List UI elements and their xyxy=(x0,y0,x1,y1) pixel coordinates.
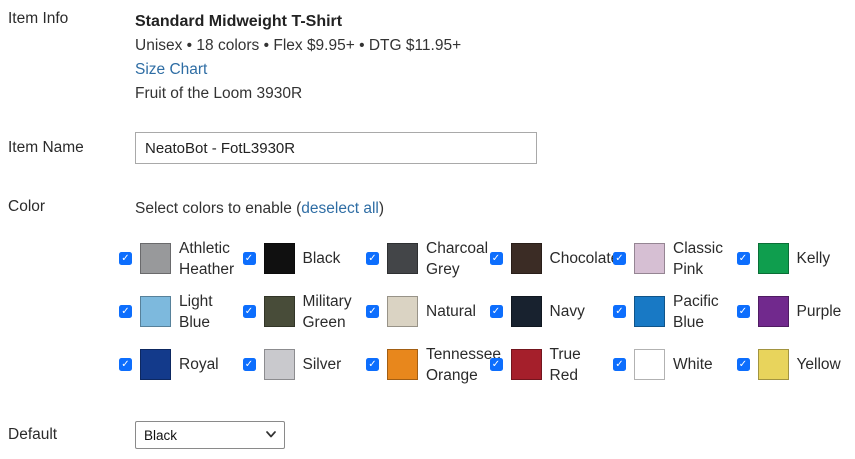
item-name-label: Item Name xyxy=(8,139,84,156)
color-label: Yellow xyxy=(796,356,841,373)
color-option: ✓ True Red xyxy=(489,344,614,386)
color-checkbox[interactable]: ✓ xyxy=(242,305,256,318)
color-swatch xyxy=(140,349,171,380)
color-swatch xyxy=(140,243,171,274)
default-color-select[interactable]: Black xyxy=(135,421,285,449)
color-option: ✓ White xyxy=(613,349,737,380)
item-info-row: Item Info Standard Midweight T-Shirt Uni… xyxy=(0,10,855,106)
default-label: Default xyxy=(8,426,58,443)
item-title: Standard Midweight T-Shirt xyxy=(135,13,343,30)
color-label: Natural xyxy=(426,303,476,320)
color-label: Chocolate xyxy=(549,250,620,267)
color-option: ✓ Kelly xyxy=(736,243,855,274)
item-settings-form: Item Info Standard Midweight T-Shirt Uni… xyxy=(0,10,855,449)
color-instruction: Select colors to enable (deselect all) xyxy=(135,198,855,219)
color-option: ✓ Navy xyxy=(489,296,614,327)
color-label: White xyxy=(673,356,713,373)
item-brand: Fruit of the Loom 3930R xyxy=(135,85,303,102)
default-select-wrap: Black xyxy=(135,421,285,449)
color-label: Kelly xyxy=(796,250,831,267)
color-swatch xyxy=(387,296,418,327)
item-info-label: Item Info xyxy=(8,10,69,27)
color-checkbox[interactable]: ✓ xyxy=(119,358,132,371)
instruction-suffix: ) xyxy=(378,200,385,217)
color-label: Charcoal Grey xyxy=(426,239,489,278)
item-name-input[interactable] xyxy=(135,132,537,164)
color-option: ✓ Natural xyxy=(366,296,490,327)
color-label: Black xyxy=(302,250,341,267)
color-swatch xyxy=(140,296,171,327)
color-swatch xyxy=(634,296,665,327)
color-option: ✓ Charcoal Grey xyxy=(366,238,490,280)
color-swatch xyxy=(387,349,418,380)
color-option: ✓ Light Blue xyxy=(119,291,243,333)
color-swatch xyxy=(634,349,665,380)
color-swatch xyxy=(263,296,295,327)
color-swatch xyxy=(510,349,542,380)
color-label: True Red xyxy=(549,345,581,384)
color-grid: ✓ Athletic Heather ✓ Black ✓ Charcoal Grey ✓ Ch… xyxy=(119,232,855,391)
color-swatch xyxy=(263,349,295,380)
color-checkbox[interactable]: ✓ xyxy=(613,358,626,371)
color-checkbox[interactable]: ✓ xyxy=(736,358,750,371)
color-swatch xyxy=(510,296,542,327)
color-label: Navy xyxy=(549,303,585,320)
color-label: Athletic Heather xyxy=(179,239,235,278)
color-label: Classic Pink xyxy=(673,239,723,278)
color-checkbox[interactable]: ✓ xyxy=(119,305,132,318)
item-meta: Unisex • 18 colors • Flex $9.95+ • DTG $… xyxy=(135,37,462,54)
color-option: ✓ Tennessee Orange xyxy=(366,344,501,386)
color-swatch xyxy=(387,243,418,274)
item-name-row: Item Name xyxy=(0,132,855,164)
color-option: ✓ Yellow xyxy=(736,349,855,380)
instruction-prefix: Select colors to enable ( xyxy=(135,200,302,217)
color-checkbox[interactable]: ✓ xyxy=(366,358,379,371)
color-checkbox[interactable]: ✓ xyxy=(366,252,379,265)
color-label: Purple xyxy=(796,303,842,320)
color-swatch xyxy=(757,243,789,274)
color-checkbox[interactable]: ✓ xyxy=(736,252,750,265)
color-label: Military Green xyxy=(302,292,352,331)
color-option: ✓ Purple xyxy=(736,296,855,327)
color-option: ✓ Athletic Heather xyxy=(119,238,243,280)
color-swatch xyxy=(634,243,665,274)
color-checkbox[interactable]: ✓ xyxy=(613,305,626,318)
color-checkbox[interactable]: ✓ xyxy=(119,252,132,265)
color-option: ✓ Silver xyxy=(242,349,367,380)
color-checkbox[interactable]: ✓ xyxy=(366,305,379,318)
color-label: Royal xyxy=(179,356,219,373)
color-checkbox[interactable]: ✓ xyxy=(489,252,503,265)
color-option: ✓ Chocolate xyxy=(489,243,620,274)
color-checkbox[interactable]: ✓ xyxy=(489,358,503,371)
color-label: Light Blue xyxy=(179,292,213,331)
color-swatch xyxy=(510,243,542,274)
deselect-all-link[interactable]: deselect all xyxy=(301,200,379,217)
default-row: Default Black xyxy=(0,421,855,449)
color-swatch xyxy=(263,243,295,274)
color-option: ✓ Royal xyxy=(119,349,243,380)
color-swatch xyxy=(757,296,789,327)
color-option: ✓ Black xyxy=(242,243,367,274)
color-checkbox[interactable]: ✓ xyxy=(613,252,626,265)
color-option: ✓ Pacific Blue xyxy=(613,291,737,333)
color-label: Pacific Blue xyxy=(673,292,719,331)
color-label: Color xyxy=(8,198,46,215)
color-option: ✓ Military Green xyxy=(242,291,367,333)
item-info-content: Standard Midweight T-Shirt Unisex • 18 c… xyxy=(135,10,855,106)
color-swatch xyxy=(757,349,789,380)
color-label: Silver xyxy=(302,356,342,373)
color-option: ✓ Classic Pink xyxy=(613,238,737,280)
color-checkbox[interactable]: ✓ xyxy=(242,358,256,371)
color-header-row: Color Select colors to enable (deselect … xyxy=(0,198,855,219)
size-chart-link[interactable]: Size Chart xyxy=(135,61,208,78)
color-checkbox[interactable]: ✓ xyxy=(736,305,750,318)
color-checkbox[interactable]: ✓ xyxy=(489,305,503,318)
color-label: Tennessee Orange xyxy=(426,345,501,384)
color-checkbox[interactable]: ✓ xyxy=(242,252,256,265)
